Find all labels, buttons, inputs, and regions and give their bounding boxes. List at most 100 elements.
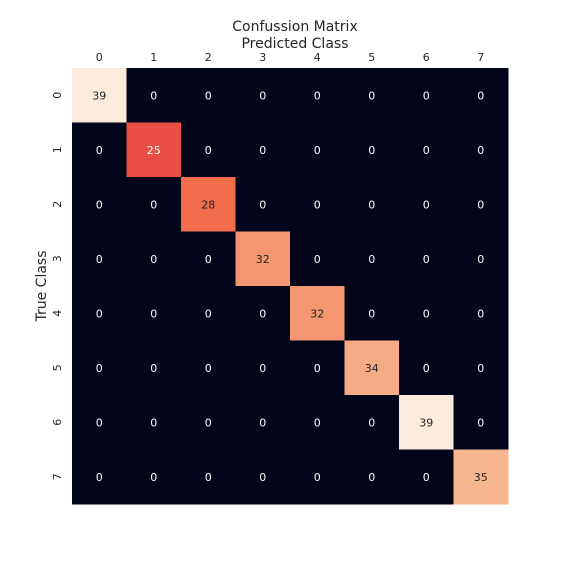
heatmap-cell-1-4 [290, 122, 345, 178]
cell-value-label-0-3: 0 [259, 89, 266, 102]
heatmap-cell-2-0 [72, 177, 127, 232]
heatmap-cell-1-0 [72, 122, 127, 178]
cell-value-label-5-7: 0 [477, 362, 484, 375]
cell-value-label-3-7: 0 [477, 253, 484, 266]
heatmap-cell-5-3 [235, 340, 291, 396]
cell-value-label-1-2: 0 [205, 144, 212, 157]
heatmap-cell-7-3 [235, 449, 291, 505]
heatmap-cell-3-3 [235, 231, 291, 287]
heatmap-cell-4-2 [181, 286, 236, 341]
x-tick-label-5: 5 [368, 51, 375, 64]
cell-value-label-0-0: 39 [92, 89, 106, 102]
heatmap-cell-5-0 [72, 340, 127, 396]
cell-value-label-4-5: 0 [368, 307, 375, 320]
cell-value-label-1-3: 0 [259, 144, 266, 157]
cell-value-label-6-1: 0 [150, 416, 157, 429]
heatmap-cell-5-2 [181, 340, 236, 396]
heatmap-cell-7-7 [453, 449, 509, 505]
cell-value-label-6-4: 0 [314, 416, 321, 429]
cell-value-label-1-6: 0 [423, 144, 430, 157]
cell-value-label-7-4: 0 [314, 471, 321, 484]
cell-value-label-5-5: 34 [365, 362, 379, 375]
heatmap-cell-7-0 [72, 449, 127, 505]
cell-value-label-7-2: 0 [205, 471, 212, 484]
cell-value-label-7-1: 0 [150, 471, 157, 484]
heatmap-cell-4-1 [126, 286, 182, 341]
x-tick-label-6: 6 [423, 51, 430, 64]
x-axis-label: Predicted Class [241, 36, 348, 52]
x-tick-label-4: 4 [314, 51, 321, 64]
heatmap-cell-3-2 [181, 231, 236, 287]
cell-value-label-3-5: 0 [368, 253, 375, 266]
cell-value-label-7-6: 0 [423, 471, 430, 484]
y-tick-label-2: 2 [51, 201, 64, 208]
heatmap-cell-0-7 [453, 68, 509, 123]
cell-value-label-5-0: 0 [96, 362, 103, 375]
x-tick-label-0: 0 [96, 51, 103, 64]
cell-value-label-4-4: 32 [310, 307, 324, 320]
cell-value-label-5-2: 0 [205, 362, 212, 375]
cell-value-label-4-7: 0 [477, 307, 484, 320]
cell-value-label-6-2: 0 [205, 416, 212, 429]
cell-value-label-6-7: 0 [477, 416, 484, 429]
heatmap-cell-7-2 [181, 449, 236, 505]
heatmap-cell-7-1 [126, 449, 182, 505]
x-tick-label-3: 3 [259, 51, 266, 64]
y-tick-label-3: 3 [51, 255, 64, 262]
heatmap-cell-1-6 [399, 122, 454, 178]
cell-value-label-2-2: 28 [201, 198, 215, 211]
cell-value-label-2-0: 0 [96, 198, 103, 211]
cell-value-label-6-5: 0 [368, 416, 375, 429]
heatmap-cell-0-5 [344, 68, 400, 123]
heatmap-cell-4-3 [235, 286, 291, 341]
cell-value-label-5-1: 0 [150, 362, 157, 375]
cell-value-label-0-4: 0 [314, 89, 321, 102]
y-tick-label-6: 6 [51, 419, 64, 426]
heatmap-cell-3-5 [344, 231, 400, 287]
heatmap-cell-2-5 [344, 177, 400, 232]
heatmap-cell-5-4 [290, 340, 345, 396]
cell-value-label-6-6: 39 [419, 416, 433, 429]
heatmap-cell-6-1 [126, 395, 182, 450]
heatmap-cell-1-5 [344, 122, 400, 178]
heatmap-cell-5-6 [399, 340, 454, 396]
x-tick-label-7: 7 [477, 51, 484, 64]
heatmap-cell-3-7 [453, 231, 509, 287]
heatmap-cell-2-7 [453, 177, 509, 232]
heatmap-cell-4-5 [344, 286, 400, 341]
heatmap-cell-3-6 [399, 231, 454, 287]
cell-value-label-4-1: 0 [150, 307, 157, 320]
heatmap-cell-3-4 [290, 231, 345, 287]
cell-value-label-0-5: 0 [368, 89, 375, 102]
cell-value-label-0-7: 0 [477, 89, 484, 102]
heatmap-cell-3-1 [126, 231, 182, 287]
heatmap-cells: 39 0 0 0 0 0 0 0 0 25 0 0 0 0 0 0 0 0 28 0 0 0 0 0 0 0 0 32 0 0 0 0 0 0 0 0… [72, 68, 509, 505]
cell-value-label-2-3: 0 [259, 198, 266, 211]
heatmap-cell-5-5 [344, 340, 400, 396]
cell-value-label-5-6: 0 [423, 362, 430, 375]
cell-value-label-3-0: 0 [96, 253, 103, 266]
cell-value-label-7-7: 35 [474, 471, 488, 484]
heatmap-cell-0-2 [181, 68, 236, 123]
x-tick-labels: 0 1 2 3 4 5 6 7 [96, 51, 485, 64]
heatmap-cell-7-6 [399, 449, 454, 505]
cell-value-label-0-6: 0 [423, 89, 430, 102]
x-tick-label-1: 1 [150, 51, 157, 64]
y-tick-label-4: 4 [51, 310, 64, 317]
cell-value-label-5-4: 0 [314, 362, 321, 375]
heatmap-cell-2-4 [290, 177, 345, 232]
cell-value-label-6-0: 0 [96, 416, 103, 429]
y-tick-label-5: 5 [51, 364, 64, 371]
cell-value-label-1-5: 0 [368, 144, 375, 157]
cell-value-label-2-7: 0 [477, 198, 484, 211]
heatmap-cell-7-4 [290, 449, 345, 505]
heatmap-cell-2-2 [181, 177, 236, 232]
heatmap-cell-1-2 [181, 122, 236, 178]
cell-value-label-4-0: 0 [96, 307, 103, 320]
cell-value-label-3-6: 0 [423, 253, 430, 266]
cell-value-label-3-3: 32 [256, 253, 270, 266]
heatmap-cell-0-1 [126, 68, 182, 123]
heatmap-cell-4-4 [290, 286, 345, 341]
heatmap-cell-6-2 [181, 395, 236, 450]
heatmap-cell-2-6 [399, 177, 454, 232]
